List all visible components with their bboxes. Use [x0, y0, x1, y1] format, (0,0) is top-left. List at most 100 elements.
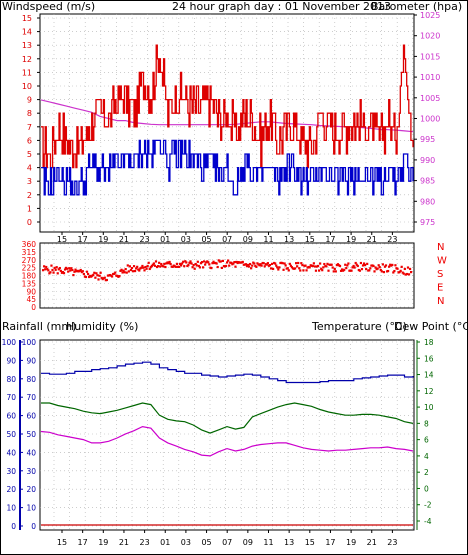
- direction-point: [230, 261, 233, 264]
- direction-point: [211, 262, 214, 265]
- direction-point: [73, 270, 76, 273]
- compass-letter: S: [437, 269, 443, 280]
- direction-point: [189, 260, 192, 263]
- direction-point: [250, 267, 253, 270]
- windspeed-tick-label: 1: [27, 204, 32, 213]
- direction-point: [320, 267, 323, 270]
- direction-point: [58, 266, 61, 270]
- direction-point: [129, 268, 133, 272]
- windspeed-tick-label: 12: [22, 55, 32, 64]
- temperature-tick-label: 18: [424, 338, 434, 347]
- direction-point: [293, 267, 297, 270]
- direction-point: [187, 264, 190, 267]
- direction-point: [207, 261, 210, 264]
- direction-point: [228, 264, 231, 267]
- windspeed-tick-label: 15: [22, 14, 32, 23]
- direction-point: [52, 271, 55, 274]
- direction-point: [159, 265, 162, 268]
- direction-point: [284, 264, 287, 267]
- x-tick-label: 07: [222, 235, 232, 244]
- direction-tick-label: 270: [22, 256, 37, 265]
- direction-tick-label: 360: [22, 240, 37, 249]
- x-tick-label: 03: [181, 235, 191, 244]
- x-tick-label: 23: [387, 538, 397, 547]
- direction-point: [343, 268, 346, 271]
- direction-point: [95, 272, 98, 275]
- windspeed-tick-label: 2: [27, 191, 32, 200]
- direction-point: [393, 269, 396, 273]
- direction-point: [178, 262, 182, 265]
- x-tick-label: 05: [201, 235, 211, 244]
- direction-point: [128, 265, 131, 268]
- temperature-tick-label: 8: [424, 419, 429, 428]
- direction-point: [152, 262, 156, 265]
- direction-point: [148, 267, 151, 271]
- x-tick-label: 15: [305, 235, 315, 244]
- x-tick-label: 13: [284, 235, 294, 244]
- direction-point: [369, 267, 372, 270]
- direction-point: [361, 264, 365, 267]
- direction-point: [96, 274, 99, 277]
- direction-point: [323, 262, 326, 266]
- barometer-tick-label: 985: [420, 177, 435, 186]
- direction-point: [69, 269, 72, 272]
- direction-point: [131, 270, 135, 273]
- direction-point: [405, 272, 409, 276]
- direction-point: [99, 271, 102, 274]
- direction-point: [201, 266, 205, 269]
- direction-point: [362, 262, 366, 265]
- direction-point: [84, 275, 88, 279]
- direction-point: [302, 269, 305, 272]
- direction-point: [193, 267, 196, 270]
- rainfall-tick-label: 80: [6, 375, 16, 384]
- direction-point: [233, 261, 236, 264]
- direction-point: [355, 263, 358, 266]
- temperature-tick-labels: -4 -2 0 2 4 6 8 10 12 14 16 18: [424, 338, 434, 526]
- x-tick-label: 15: [57, 235, 67, 244]
- direction-point: [138, 269, 141, 272]
- direction-point: [217, 259, 220, 262]
- direction-point: [373, 270, 376, 273]
- temperature-tick-label: 2: [424, 468, 429, 477]
- temperature-tick-label: 6: [424, 436, 429, 445]
- rainfall-tick-label: 70: [6, 393, 16, 402]
- direction-point: [184, 260, 187, 263]
- temperature-tick-label: 0: [424, 484, 429, 493]
- direction-point: [346, 264, 349, 267]
- direction-point: [85, 270, 89, 273]
- direction-point: [286, 267, 289, 270]
- direction-point: [352, 264, 355, 268]
- direction-point: [97, 278, 100, 281]
- windspeed-tick-label: 5: [27, 150, 32, 159]
- direction-point: [288, 262, 291, 265]
- direction-point: [301, 264, 304, 267]
- barometer-tick-labels: 975 980 985 990 995 1000 1005 1010 1015 1020 1025: [420, 11, 440, 227]
- direction-point: [410, 271, 413, 274]
- humidity-tick-label: 10: [26, 504, 36, 513]
- direction-point: [67, 270, 70, 273]
- direction-point: [220, 266, 223, 269]
- direction-point: [308, 266, 311, 269]
- direction-tick-label: 90: [26, 287, 36, 296]
- direction-point: [304, 264, 307, 267]
- x-tick-label: 05: [201, 538, 211, 547]
- direction-point: [298, 267, 301, 270]
- direction-point: [278, 266, 281, 269]
- windspeed-tick-label: 7: [27, 123, 32, 132]
- direction-panel: [39, 242, 415, 309]
- direction-point: [203, 260, 206, 263]
- direction-point: [135, 267, 138, 270]
- direction-point: [274, 262, 277, 265]
- direction-point: [63, 268, 67, 271]
- direction-point: [127, 270, 130, 273]
- rainfall-tick-label: 40: [6, 448, 16, 457]
- direction-point: [168, 260, 171, 264]
- windspeed-tick-label: 8: [27, 109, 32, 118]
- direction-point: [399, 269, 402, 272]
- direction-point: [283, 262, 286, 265]
- windspeed-axis-label: Windspeed (m/s): [2, 0, 95, 13]
- direction-point: [196, 260, 199, 263]
